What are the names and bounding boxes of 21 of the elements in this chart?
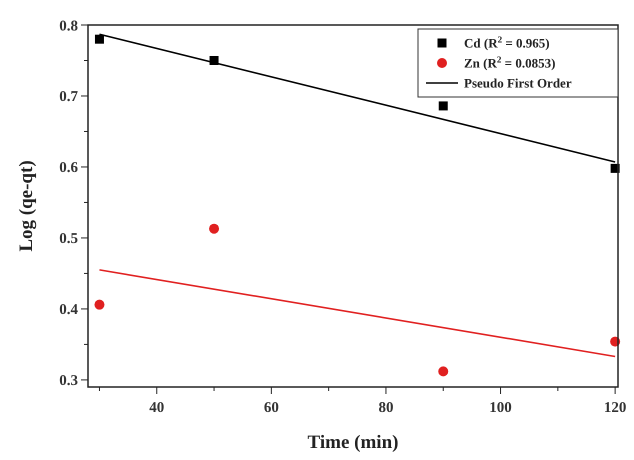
y-tick-label: 0.6 <box>59 160 78 176</box>
x-axis-title: Time (min) <box>308 432 398 453</box>
y-tick-label: 0.7 <box>59 89 78 106</box>
x-tick-label: 40 <box>149 400 164 416</box>
x-tick-label: 120 <box>604 400 626 416</box>
legend-label: Pseudo First Order <box>464 76 572 91</box>
y-tick-label: 0.4 <box>59 302 78 318</box>
x-tick-label: 80 <box>378 400 394 416</box>
point <box>438 101 448 110</box>
y-tick-label: 0.5 <box>59 231 78 248</box>
point <box>209 224 220 234</box>
y-axis-title: Log (qe-qt) <box>16 160 37 252</box>
x-tick-label: 100 <box>489 400 512 416</box>
legend-label: Cd (R$^{2}$ = 0.965) <box>464 34 550 51</box>
point <box>94 34 104 44</box>
y-tick-label: 0.8 <box>59 18 78 34</box>
point <box>438 366 448 376</box>
legend-label: Zn (R$^{2}$ = 0.0853) <box>464 54 556 71</box>
x-tick-label: 60 <box>264 400 279 416</box>
point <box>94 300 104 310</box>
y-tick-label: 0.3 <box>59 373 78 390</box>
